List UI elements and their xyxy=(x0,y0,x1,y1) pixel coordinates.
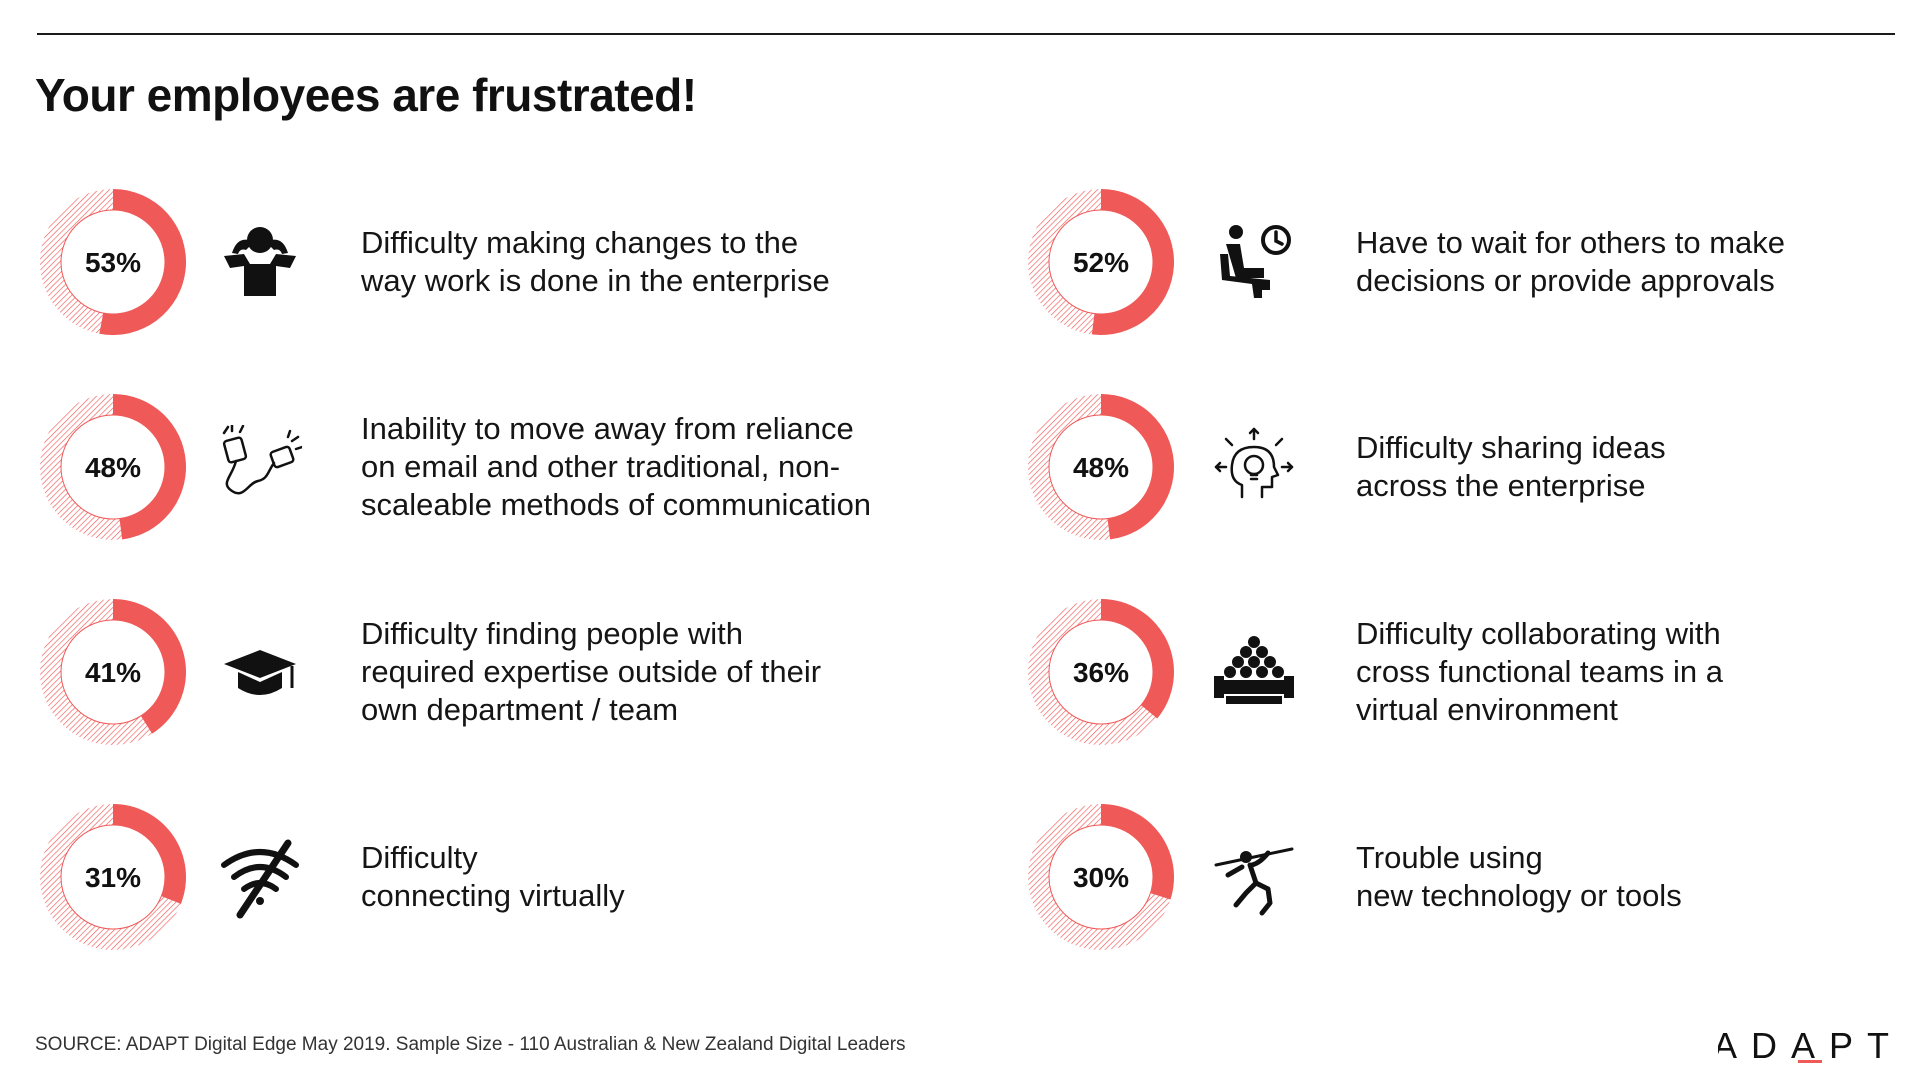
donut-value-arc xyxy=(1101,394,1174,540)
donut-chart: 53% xyxy=(38,187,188,337)
stat-description: Trouble using new technology or tools xyxy=(1356,840,1682,913)
stat-description: Inability to move away from reliance on … xyxy=(361,411,872,522)
donut-hole xyxy=(60,209,166,315)
donut-svg: 31% xyxy=(40,804,186,950)
donut-value-arc xyxy=(99,189,186,335)
head-lightbulb-idea-icon xyxy=(1212,425,1296,509)
donut-chart: 31% xyxy=(38,802,188,952)
donut-hole xyxy=(60,824,166,930)
donut-value-arc xyxy=(113,804,186,904)
adapt-logo: ADAPT xyxy=(1718,1008,1898,1066)
logo-wordmark: ADAPT xyxy=(1718,1025,1898,1066)
donut-percent-label: 36% xyxy=(1073,657,1129,688)
donut-percent-label: 31% xyxy=(85,862,141,893)
donut-percent-label: 41% xyxy=(85,657,141,688)
donut-svg: 41% xyxy=(40,599,187,745)
donut-percent-label: 53% xyxy=(85,247,141,278)
stat-item: 30% Trouble using new technology or tool… xyxy=(1026,802,1920,952)
wifi-off-icon xyxy=(218,835,302,919)
donut-svg: 53% xyxy=(40,189,186,335)
group-of-people-icon xyxy=(1212,630,1296,714)
donut-percent-label: 48% xyxy=(85,452,141,483)
donut-chart: 52% xyxy=(1026,187,1176,337)
graduation-cap-icon xyxy=(218,630,302,714)
donut-hole xyxy=(1048,209,1154,315)
donut-hole xyxy=(1048,414,1154,520)
stat-item: 31% Difficulty connecting virtually xyxy=(38,802,968,952)
donut-chart: 36% xyxy=(1026,597,1176,747)
top-divider xyxy=(37,33,1895,35)
stat-item: 36% Difficulty collaborating with cross … xyxy=(1026,597,1920,747)
logo-accent-bar xyxy=(1798,1060,1822,1063)
donut-value-arc xyxy=(113,599,187,734)
donut-hole xyxy=(1048,824,1154,930)
person-hands-behind-head-icon xyxy=(218,220,302,304)
donut-hole xyxy=(1048,619,1154,725)
stat-description: Difficulty finding people with required … xyxy=(361,616,822,727)
tin-can-phone-icon xyxy=(218,425,302,509)
donut-svg: 48% xyxy=(1028,394,1174,540)
stat-item: 48% Inability to move away from reliance… xyxy=(38,392,968,542)
donut-hole xyxy=(60,414,166,520)
stat-description: Have to wait for others to make decision… xyxy=(1356,225,1786,298)
page-title: Your employees are frustrated! xyxy=(35,69,697,121)
donut-value-arc xyxy=(1091,189,1174,335)
javelin-thrower-icon xyxy=(1212,835,1296,919)
donut-percent-label: 52% xyxy=(1073,247,1129,278)
donut-hole xyxy=(60,619,166,725)
person-waiting-clock-icon xyxy=(1212,220,1296,304)
donut-svg: 52% xyxy=(1028,189,1174,335)
donut-percent-label: 48% xyxy=(1073,452,1129,483)
stat-description: Difficulty connecting virtually xyxy=(361,840,625,913)
source-note: SOURCE: ADAPT Digital Edge May 2019. Sam… xyxy=(35,1034,906,1055)
donut-svg: 36% xyxy=(1028,599,1174,745)
donut-chart: 30% xyxy=(1026,802,1176,952)
donut-chart: 41% xyxy=(38,597,188,747)
donut-value-arc xyxy=(113,394,187,540)
donut-chart: 48% xyxy=(38,392,188,542)
stat-item: 41% Difficulty finding people with requi… xyxy=(38,597,968,747)
stat-item: 48% Difficulty sharing ideas across the … xyxy=(1026,392,1920,542)
stat-item: 53% Difficulty making changes to the way… xyxy=(38,187,968,337)
stat-description: Difficulty making changes to the way wor… xyxy=(361,225,830,298)
donut-svg: 30% xyxy=(1028,804,1174,950)
stat-item: 52% Have to wait for others to make deci… xyxy=(1026,187,1920,337)
donut-percent-label: 30% xyxy=(1073,862,1129,893)
donut-value-arc xyxy=(1101,599,1174,719)
donut-svg: 48% xyxy=(40,394,187,540)
donut-chart: 48% xyxy=(1026,392,1176,542)
stat-description: Difficulty sharing ideas across the ente… xyxy=(1356,430,1666,503)
stat-description: Difficulty collaborating with cross func… xyxy=(1356,616,1724,727)
